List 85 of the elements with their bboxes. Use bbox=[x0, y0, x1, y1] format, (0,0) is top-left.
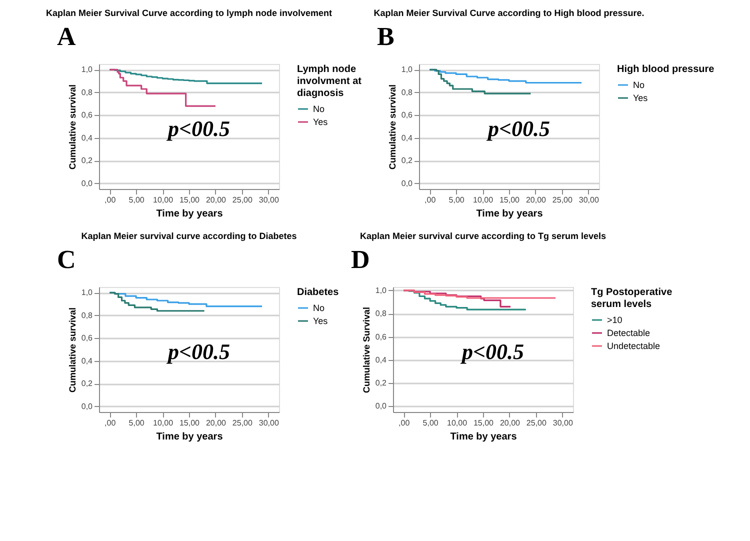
y-tick-label: 0,6 bbox=[81, 110, 94, 120]
y-tick-label: 0,8 bbox=[401, 88, 414, 97]
legend-label: Undetectable bbox=[607, 341, 660, 351]
x-tick-label: 30,00 bbox=[552, 418, 574, 428]
text: C bbox=[57, 245, 76, 274]
x-tick-label: 30,00 bbox=[578, 196, 600, 204]
chart-title: Kaplan Meier survival curve according to Tg serum levels bbox=[360, 231, 606, 241]
text: A bbox=[57, 22, 76, 51]
x-tick-label: 10,00 bbox=[153, 418, 174, 428]
x-tick-label: 25,00 bbox=[232, 418, 253, 428]
x-tick-label: 30,00 bbox=[258, 196, 280, 204]
y-axis-title: Cumulative survival bbox=[67, 84, 78, 170]
legend-title: Diabetes bbox=[297, 287, 340, 298]
y-tick-label: 0,4 bbox=[81, 133, 94, 142]
x-tick-label: 5,00 bbox=[422, 418, 439, 428]
y-tick-label: 0,2 bbox=[375, 378, 388, 388]
x-tick-label: 15,00 bbox=[179, 196, 200, 204]
legend-label: No bbox=[313, 303, 325, 313]
x-tick-label: 10,00 bbox=[447, 418, 468, 428]
y-tick-label: 1,0 bbox=[375, 286, 388, 295]
x-tick-label: ,00 bbox=[104, 196, 116, 204]
chart-title: Kaplan Meier Survival Curve according to High blood pressure. bbox=[374, 8, 644, 18]
legend-label: Yes bbox=[313, 316, 328, 326]
x-axis-title: Time by years bbox=[156, 432, 224, 442]
legend-label: Yes bbox=[633, 93, 648, 103]
y-tick-label: 0,6 bbox=[375, 332, 388, 342]
y-tick-label: 0,2 bbox=[81, 156, 94, 166]
annotation: p<00.5 bbox=[166, 339, 230, 364]
x-tick-label: 20,00 bbox=[206, 418, 227, 428]
legend-label: >10 bbox=[607, 315, 622, 325]
x-tick-label: 5,00 bbox=[128, 418, 145, 428]
x-tick-label: 25,00 bbox=[526, 418, 547, 428]
x-tick-label: 20,00 bbox=[500, 418, 521, 428]
y-tick-label: 0,4 bbox=[401, 133, 414, 142]
x-axis-title: Time by years bbox=[156, 208, 224, 220]
legend-label: Yes bbox=[313, 117, 328, 127]
x-tick-label: 5,00 bbox=[448, 196, 465, 204]
text: B bbox=[377, 22, 394, 51]
x-tick-label: 15,00 bbox=[179, 418, 200, 428]
x-axis-title: Time by years bbox=[450, 432, 518, 442]
y-axis-title: Cumulative Survival bbox=[361, 306, 372, 394]
x-tick-label: 20,00 bbox=[206, 196, 227, 204]
y-tick-label: 1,0 bbox=[81, 65, 94, 74]
x-tick-label: 30,00 bbox=[258, 418, 280, 428]
legend-title: High blood pressure bbox=[617, 64, 715, 75]
y-tick-label: 0,2 bbox=[81, 379, 94, 388]
y-tick-label: 0,8 bbox=[81, 88, 94, 97]
y-tick-label: 0,6 bbox=[401, 110, 414, 120]
x-tick-label: 15,00 bbox=[499, 196, 520, 204]
legend-label: No bbox=[633, 80, 645, 90]
legend-title: Tg Postoperative serum levels bbox=[591, 287, 673, 310]
y-tick-label: 0,0 bbox=[401, 178, 414, 188]
y-tick-label: 0,4 bbox=[81, 356, 94, 366]
x-tick-label: 5,00 bbox=[128, 196, 145, 204]
annotation: p<00.5 bbox=[486, 116, 550, 141]
x-tick-label: 25,00 bbox=[552, 196, 573, 204]
y-tick-label: 0,0 bbox=[81, 178, 94, 188]
y-tick-label: 1,0 bbox=[81, 288, 94, 298]
y-tick-label: 0,4 bbox=[375, 355, 388, 364]
x-axis-title: Time by years bbox=[476, 208, 544, 220]
y-tick-label: 0,0 bbox=[375, 402, 388, 411]
y-tick-label: 0,6 bbox=[81, 334, 94, 343]
chart-title: Kaplan Meier Survival Curve according to lymph node involvement bbox=[46, 8, 332, 18]
x-tick-label: ,00 bbox=[424, 196, 436, 204]
x-tick-label: 25,00 bbox=[232, 196, 253, 204]
y-tick-label: 0,8 bbox=[375, 309, 388, 318]
annotation: p<00.5 bbox=[166, 116, 230, 141]
y-axis-title: Cumulative survival bbox=[387, 84, 398, 170]
x-tick-label: 20,00 bbox=[526, 196, 547, 204]
legend-label: No bbox=[313, 104, 325, 114]
text: D bbox=[351, 245, 370, 274]
x-tick-label: 10,00 bbox=[473, 196, 494, 204]
legend-label: Detectable bbox=[607, 328, 650, 338]
y-tick-label: 0,8 bbox=[81, 310, 94, 320]
x-tick-label: ,00 bbox=[104, 418, 116, 428]
y-tick-label: 0,2 bbox=[401, 156, 414, 166]
legend-title: Lymph node involvment at diagnosis bbox=[297, 64, 362, 99]
y-axis-title: Cumulative survival bbox=[67, 307, 78, 393]
annotation: p<00.5 bbox=[460, 339, 524, 364]
y-tick-label: 0,0 bbox=[81, 402, 94, 411]
chart-title: Kaplan Meier survival curve according to Diabetes bbox=[81, 231, 297, 241]
x-tick-label: 15,00 bbox=[473, 418, 494, 428]
y-tick-label: 1,0 bbox=[401, 65, 414, 74]
x-tick-label: ,00 bbox=[398, 418, 410, 428]
x-tick-label: 10,00 bbox=[153, 196, 174, 204]
